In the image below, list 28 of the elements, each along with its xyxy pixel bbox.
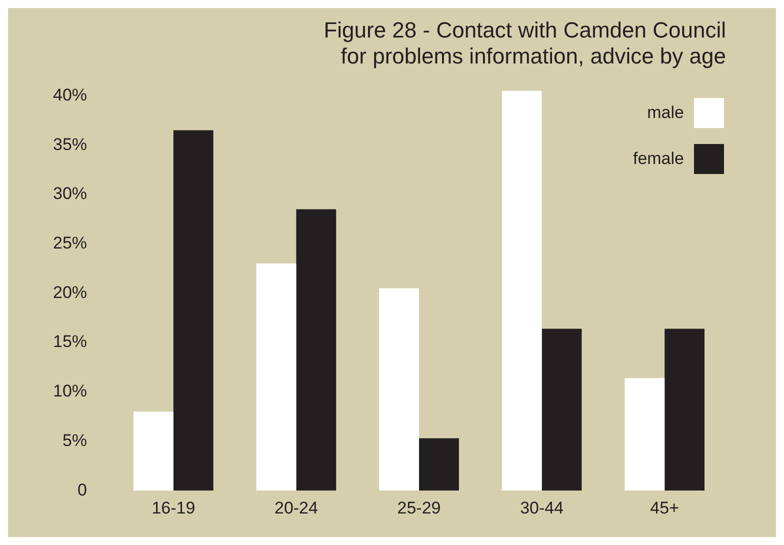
bar (542, 328, 582, 491)
bar (419, 438, 459, 491)
text: for problems information, advice by age (340, 44, 726, 69)
bar (379, 288, 420, 491)
bar (502, 90, 542, 491)
bar (173, 130, 214, 491)
y-tick-label: 40% (52, 85, 88, 104)
x-tick-label: 20-24 (274, 498, 318, 518)
x-tick-label: 45+ (650, 498, 680, 518)
y-tick-label: 25% (52, 233, 88, 252)
x-tick-label: 30-44 (520, 498, 564, 518)
legend-label: male (647, 103, 684, 123)
y-tick-label: 15% (52, 332, 88, 352)
text: Figure 28 - Contact with Camden Council (324, 17, 726, 42)
x-tick-label: 16-19 (152, 498, 196, 518)
bar (624, 378, 665, 491)
legend-label: female (632, 149, 684, 169)
y-tick-label: 30% (52, 184, 88, 204)
bar (134, 412, 174, 491)
y-tick-label: 20% (52, 282, 88, 302)
y-tick-label: 5% (62, 430, 88, 450)
bar (664, 328, 705, 491)
bar (256, 264, 296, 491)
bar (296, 209, 336, 491)
x-tick-label: 25-29 (397, 498, 441, 518)
y-tick-label: 35% (52, 134, 88, 154)
y-tick-label: 0 (78, 480, 88, 500)
y-tick-label: 10% (52, 382, 88, 401)
